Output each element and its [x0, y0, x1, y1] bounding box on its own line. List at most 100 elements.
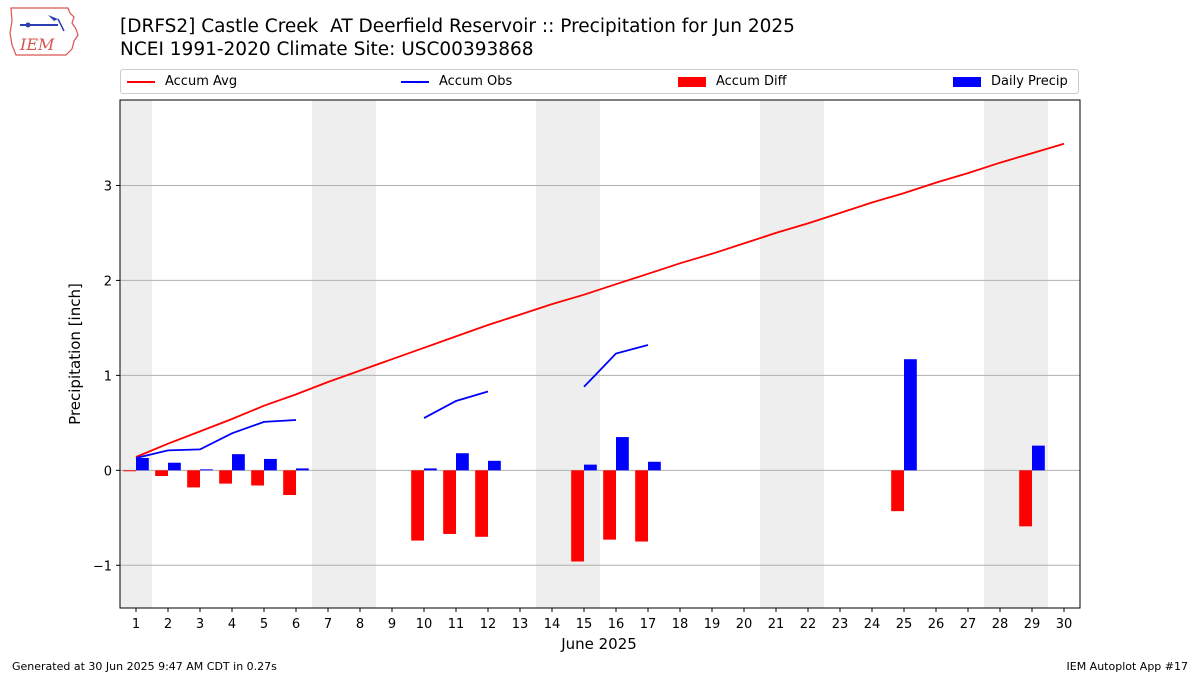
accum-diff-bar [891, 470, 904, 512]
accum-diff-bar [283, 470, 296, 496]
chart-legend: Accum Avg Accum Obs Accum Diff Daily Pre… [120, 69, 1079, 94]
legend-item-accum-obs: Accum Obs [401, 74, 512, 89]
daily-precip-bar [456, 453, 469, 471]
y-tick-label: −1 [93, 559, 112, 574]
x-tick-label: 14 [544, 617, 561, 632]
x-tick-label: 23 [832, 617, 849, 632]
x-tick-label: 10 [416, 617, 433, 632]
accum-diff-bar [219, 470, 232, 484]
accum-obs-line [583, 344, 649, 388]
iem-logo: IEM [8, 5, 82, 60]
legend-swatch [953, 76, 981, 87]
accum-diff-bar [123, 470, 136, 472]
legend-label: Accum Diff [716, 74, 787, 89]
y-tick-label: 2 [104, 274, 112, 289]
accum-diff-bar [411, 470, 424, 541]
x-tick-label: 18 [672, 617, 689, 632]
x-tick-label: 20 [736, 617, 753, 632]
daily-precip-bar [616, 437, 629, 471]
accum-diff-bar [251, 470, 264, 486]
x-tick-label: 22 [800, 617, 817, 632]
weekend-band [120, 100, 152, 608]
y-axis-label: Precipitation [inch] [66, 283, 84, 425]
x-tick-label: 26 [928, 617, 945, 632]
daily-precip-bar [200, 469, 213, 471]
accum-diff-bar [635, 470, 648, 542]
x-tick-label: 29 [1024, 617, 1041, 632]
accum-avg-line [135, 142, 1065, 458]
x-tick-label: 2 [164, 617, 172, 632]
x-tick-label: 15 [576, 617, 593, 632]
x-tick-label: 6 [292, 617, 300, 632]
daily-precip-bar [648, 461, 661, 471]
x-tick-label: 17 [640, 617, 657, 632]
daily-precip-bar [424, 468, 437, 471]
weekend-band [984, 100, 1048, 608]
app-credit: IEM Autoplot App #17 [1066, 660, 1189, 673]
daily-precip-bar [904, 359, 917, 471]
chart-title: [DRFS2] Castle Creek AT Deerfield Reserv… [120, 16, 795, 37]
accum-diff-bar [155, 470, 168, 477]
x-tick-label: 1 [132, 617, 140, 632]
legend-item-daily-precip: Daily Precip [953, 74, 1068, 89]
chart-subtitle: NCEI 1991-2020 Climate Site: USC00393868 [120, 39, 534, 60]
weekend-band [312, 100, 376, 608]
legend-swatch [678, 76, 706, 87]
daily-precip-bar [584, 464, 597, 471]
accum-diff-bar [1019, 470, 1032, 527]
daily-precip-bar [264, 458, 277, 471]
logo-text: IEM [19, 35, 55, 54]
x-tick-label: 30 [1056, 617, 1073, 632]
legend-item-accum-diff: Accum Diff [678, 74, 787, 89]
iowa-state-outline-icon: IEM [9, 7, 79, 56]
x-tick-label: 19 [704, 617, 721, 632]
x-tick-label: 12 [480, 617, 497, 632]
lines [135, 142, 1065, 459]
legend-swatch [127, 80, 155, 83]
legend-item-accum-avg: Accum Avg [127, 74, 237, 89]
x-tick-label: 4 [228, 617, 236, 632]
accum-diff-bar [603, 470, 616, 540]
accum-diff-bar [187, 470, 200, 488]
plot-frame [119, 99, 1081, 609]
daily-precip-bar [488, 460, 501, 471]
x-axis-label: June 2025 [560, 635, 637, 653]
accum-diff-bar [475, 470, 488, 537]
x-tick-label: 25 [896, 617, 913, 632]
x-tick-label: 9 [388, 617, 396, 632]
x-tick-label: 11 [448, 617, 465, 632]
accum-obs-line [423, 390, 489, 419]
x-tick-label: 5 [260, 617, 268, 632]
generated-timestamp: Generated at 30 Jun 2025 9:47 AM CDT in … [12, 660, 277, 673]
x-tick-label: 3 [196, 617, 204, 632]
x-tick-label: 24 [864, 617, 881, 632]
accum-diff-bar [571, 470, 584, 562]
weekend-shading [120, 100, 1048, 608]
daily-precip-bar [296, 468, 309, 471]
x-tick-label: 16 [608, 617, 625, 632]
x-tick-label: 8 [356, 617, 364, 632]
accum-diff-bar [443, 470, 456, 534]
y-tick-label: 3 [104, 179, 112, 194]
x-tick-label: 13 [512, 617, 529, 632]
x-tick-label: 28 [992, 617, 1009, 632]
x-tick-label: 7 [324, 617, 332, 632]
legend-label: Daily Precip [991, 74, 1068, 89]
daily-precip-bar [232, 454, 245, 471]
daily-precip-bar [136, 457, 149, 471]
x-tick-label: 21 [768, 617, 785, 632]
grid-lines [120, 184, 1080, 566]
y-tick-label: 1 [104, 369, 112, 384]
bars [123, 359, 1045, 562]
legend-swatch [401, 80, 429, 83]
x-tick-label: 27 [960, 617, 977, 632]
daily-precip-bar [1032, 445, 1045, 471]
legend-label: Accum Obs [439, 74, 513, 89]
weekend-band [760, 100, 824, 608]
y-tick-label: 0 [104, 464, 112, 479]
legend-label: Accum Avg [165, 74, 238, 89]
weekend-band [536, 100, 600, 608]
accum-obs-line [135, 419, 297, 459]
